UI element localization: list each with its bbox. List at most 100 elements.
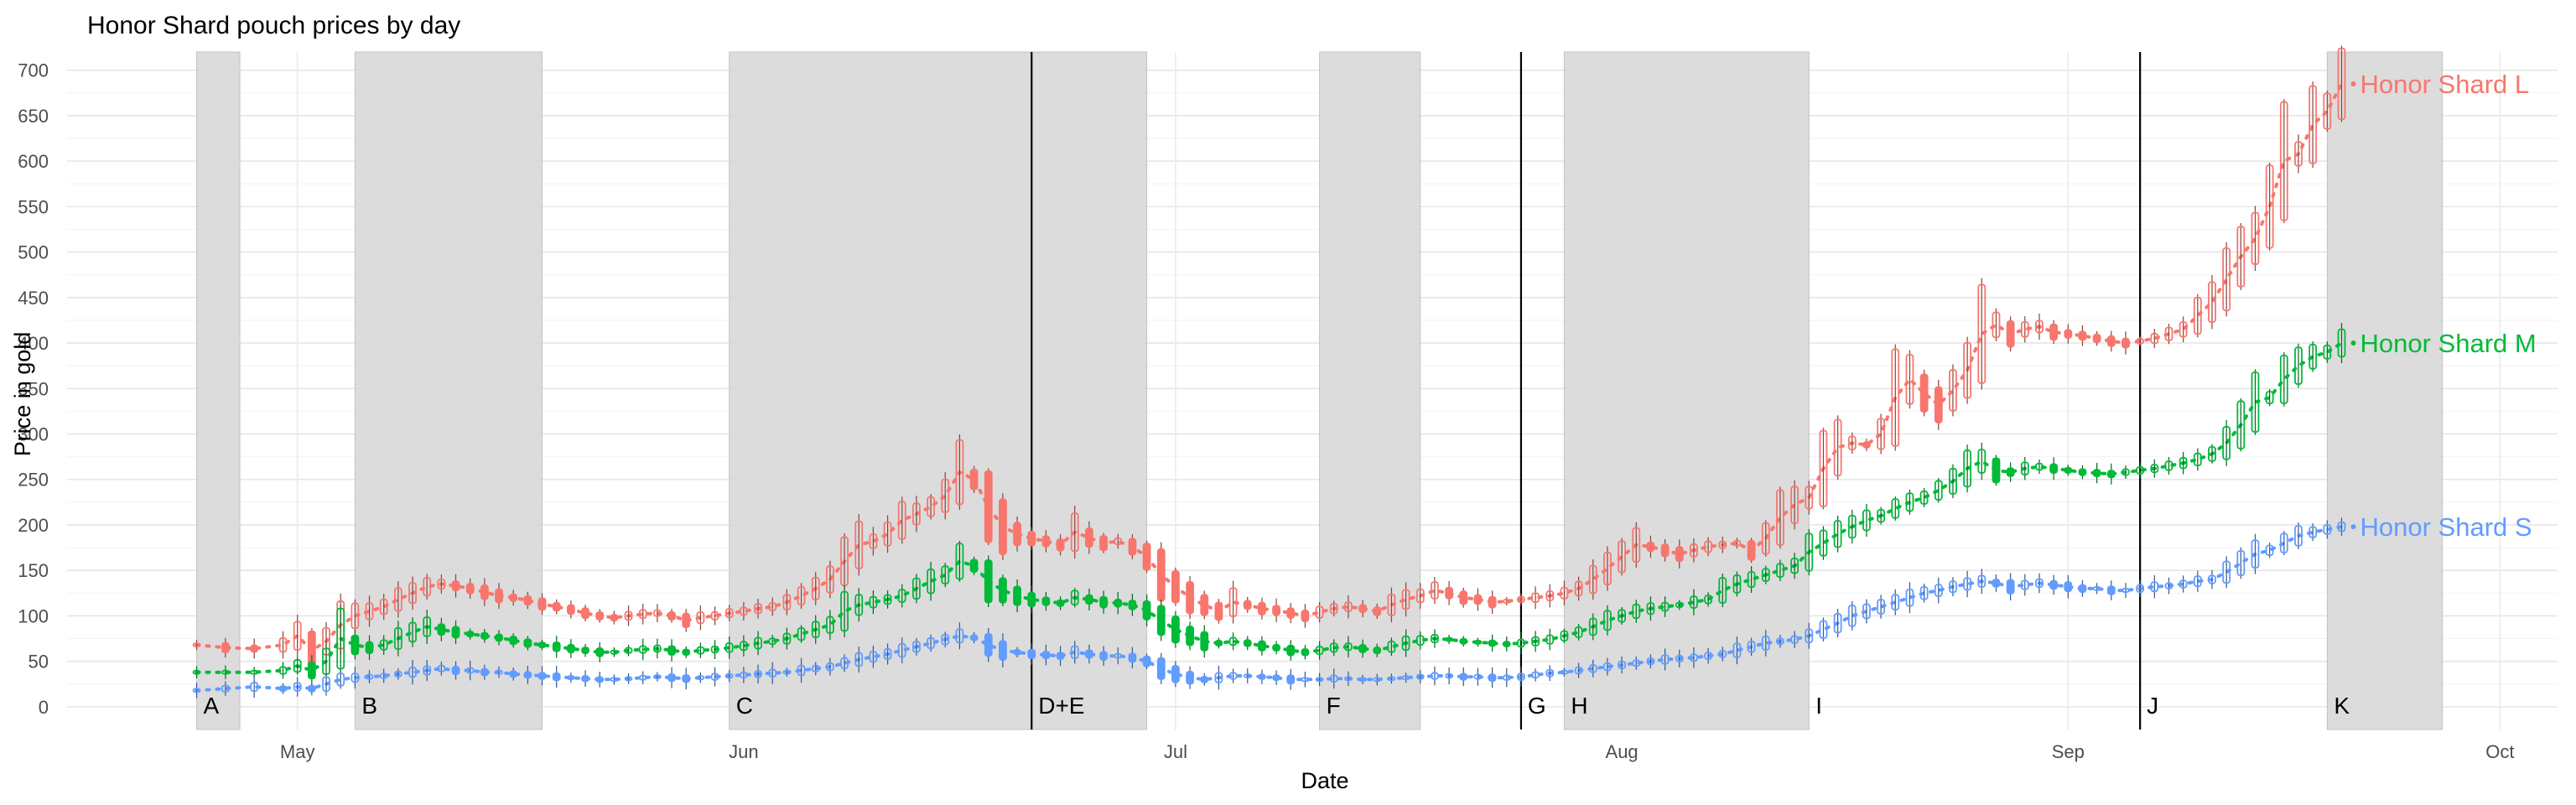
candle-body: [652, 674, 662, 679]
candle-body: [1776, 637, 1784, 646]
shaded-period: [196, 51, 241, 730]
candle-body: [1977, 574, 1987, 588]
candle-body: [840, 536, 849, 587]
candle-body: [1415, 673, 1425, 680]
candle-body: [1790, 558, 1800, 574]
candle-body: [1258, 673, 1266, 680]
candle-body: [2078, 468, 2087, 476]
candle-body: [1531, 592, 1540, 604]
candle-body: [1949, 580, 1957, 594]
candle-body: [984, 633, 993, 657]
candle-body: [1517, 673, 1525, 681]
candle-body: [336, 607, 345, 670]
candle-body: [782, 632, 792, 645]
candle-body: [1660, 543, 1670, 558]
candle-body: [1790, 486, 1800, 524]
candle-body: [437, 623, 446, 636]
candle-body: [754, 603, 762, 615]
y-tick-label: 0: [39, 697, 49, 718]
candle-body: [2279, 354, 2288, 404]
candle-body: [638, 645, 647, 654]
candle-body: [1041, 535, 1051, 548]
candle-body: [724, 642, 734, 653]
candle-body: [1919, 373, 1929, 413]
candle-body: [2006, 579, 2015, 595]
candle-body: [437, 664, 446, 673]
candle-body: [2251, 539, 2260, 569]
candle-body: [1114, 598, 1123, 608]
candle-body: [1675, 655, 1684, 662]
series-end-point: [2350, 80, 2356, 86]
series-label: Honor Shard M: [2360, 329, 2536, 358]
candle-body: [1805, 532, 1814, 572]
candle-body: [2092, 585, 2101, 591]
period-label: B: [361, 693, 377, 719]
candle-body: [955, 543, 964, 580]
candle-body: [322, 647, 330, 675]
candle-body: [652, 644, 662, 653]
candle-body: [192, 642, 201, 648]
candle-body: [1358, 677, 1367, 683]
candle-body: [1070, 645, 1079, 660]
candle-body: [221, 641, 230, 654]
period-label: F: [1327, 693, 1341, 719]
candle-body: [581, 647, 589, 655]
candle-body: [1847, 435, 1857, 451]
candle-body: [1473, 594, 1483, 605]
candle-body: [1286, 607, 1296, 619]
candle-body: [1718, 650, 1727, 658]
candle-body: [1862, 509, 1871, 532]
candle-body: [1819, 529, 1828, 557]
candle-body: [897, 589, 906, 603]
candle-body: [2193, 296, 2202, 335]
candle-body: [1128, 652, 1137, 663]
y-tick-label: 200: [18, 515, 49, 536]
candle-body: [811, 621, 820, 638]
candle-body: [782, 669, 792, 675]
candle-body: [566, 643, 575, 653]
candle-body: [2294, 346, 2303, 385]
x-tick-label: Jun: [729, 741, 758, 762]
candle-body: [1027, 531, 1036, 547]
period-label: A: [204, 693, 220, 719]
candle-body: [1214, 640, 1223, 647]
candle-body: [1013, 522, 1021, 547]
candle-body: [1272, 674, 1280, 681]
candle-body: [2092, 334, 2101, 344]
candle-body: [509, 593, 518, 602]
candle-body: [1056, 599, 1065, 607]
candle-body: [2323, 345, 2332, 360]
candle-body: [1963, 577, 1972, 591]
candle-body: [1128, 538, 1137, 556]
candle-body: [1085, 649, 1093, 659]
candle-body: [1315, 646, 1324, 656]
candle-body: [1041, 596, 1051, 606]
candle-body: [2078, 330, 2087, 341]
candle-body: [2323, 92, 2332, 130]
candle-body: [1099, 595, 1108, 609]
candle-body: [1473, 673, 1483, 680]
candle-body: [682, 648, 691, 656]
candle-body: [1272, 643, 1280, 652]
candle-body: [1977, 283, 1987, 384]
candle-body: [911, 577, 921, 600]
candle-body: [2193, 575, 2202, 588]
chart-title: Honor Shard pouch prices by day: [87, 12, 460, 39]
candle-body: [1200, 631, 1209, 652]
candle-body: [2337, 47, 2346, 121]
candle-body: [423, 577, 432, 597]
candle-body: [1905, 354, 1914, 405]
candle-body: [2164, 460, 2174, 471]
candle-body: [1186, 581, 1194, 615]
candle-body: [1171, 615, 1180, 644]
candle-body: [1646, 602, 1655, 615]
x-tick-label: Aug: [1606, 741, 1639, 762]
candle-body: [869, 533, 878, 549]
candle-body: [1373, 677, 1382, 683]
candle-body: [1459, 673, 1468, 681]
x-tick-label: Sep: [2052, 741, 2085, 762]
candle-body: [278, 685, 288, 693]
candle-body: [595, 610, 605, 621]
candle-body: [307, 661, 316, 680]
candle-body: [682, 674, 691, 683]
